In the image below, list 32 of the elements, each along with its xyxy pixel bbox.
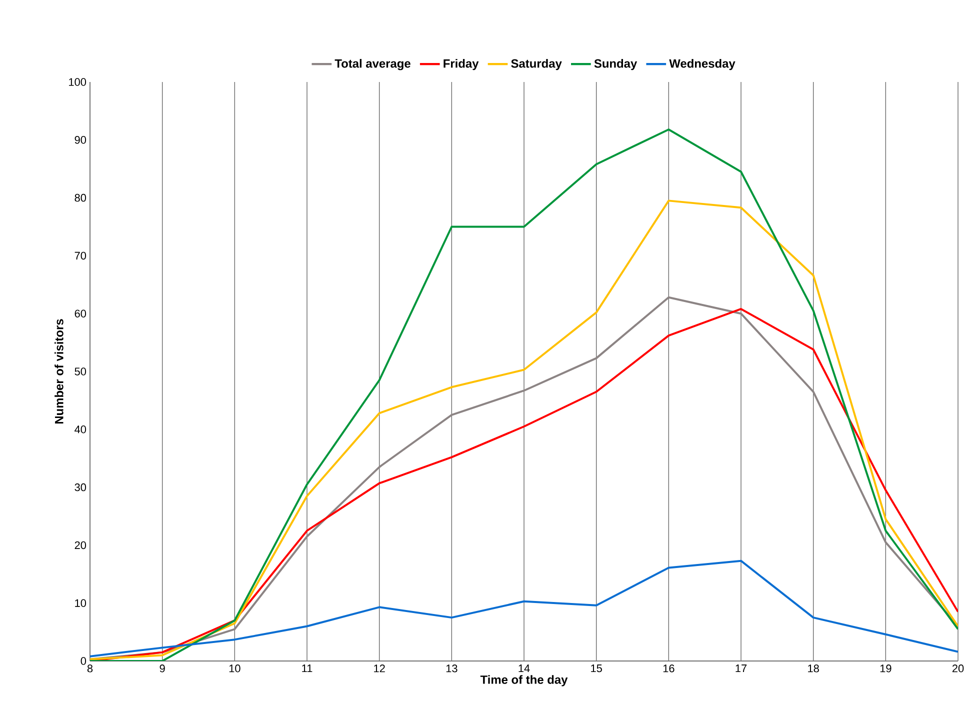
y-tick-label: 60 — [74, 310, 86, 318]
x-tick-label: 16 — [663, 664, 674, 672]
y-tick-label: 40 — [74, 426, 86, 434]
x-tick-label: 13 — [446, 664, 458, 672]
x-tick-label: 15 — [591, 664, 602, 672]
legend-label: Saturday — [511, 58, 562, 70]
y-tick-label: 70 — [74, 252, 86, 260]
x-tick-label: 20 — [952, 664, 964, 672]
x-tick-label: 10 — [229, 664, 240, 672]
x-tick-label: 12 — [374, 664, 385, 672]
x-tick-label: 9 — [160, 664, 165, 672]
y-tick-label: 90 — [74, 136, 86, 144]
y-axis-title: Number of visitors — [54, 319, 64, 424]
y-tick-label: 50 — [74, 368, 86, 376]
y-tick-label: 0 — [80, 657, 86, 665]
y-tick-label: 10 — [75, 599, 86, 607]
legend-label: Total average — [334, 58, 410, 70]
x-tick-label: 17 — [736, 664, 747, 672]
legend-label: Wednesday — [669, 58, 736, 70]
x-tick-label: 18 — [808, 664, 819, 672]
legend-label: Sunday — [594, 58, 638, 70]
legend-label: Friday — [444, 58, 479, 70]
x-tick-label: 8 — [87, 664, 93, 672]
line-series — [90, 560, 958, 658]
x-axis-title: Time of the day — [480, 675, 568, 686]
y-tick-label: 80 — [74, 194, 86, 202]
y-tick-label: 30 — [74, 483, 86, 492]
x-tick-label: 11 — [302, 664, 312, 672]
y-tick-label: 100 — [69, 78, 86, 86]
x-tick-label: 19 — [880, 664, 892, 672]
x-tick-label: 14 — [518, 664, 530, 672]
y-tick-label: 20 — [74, 541, 86, 550]
